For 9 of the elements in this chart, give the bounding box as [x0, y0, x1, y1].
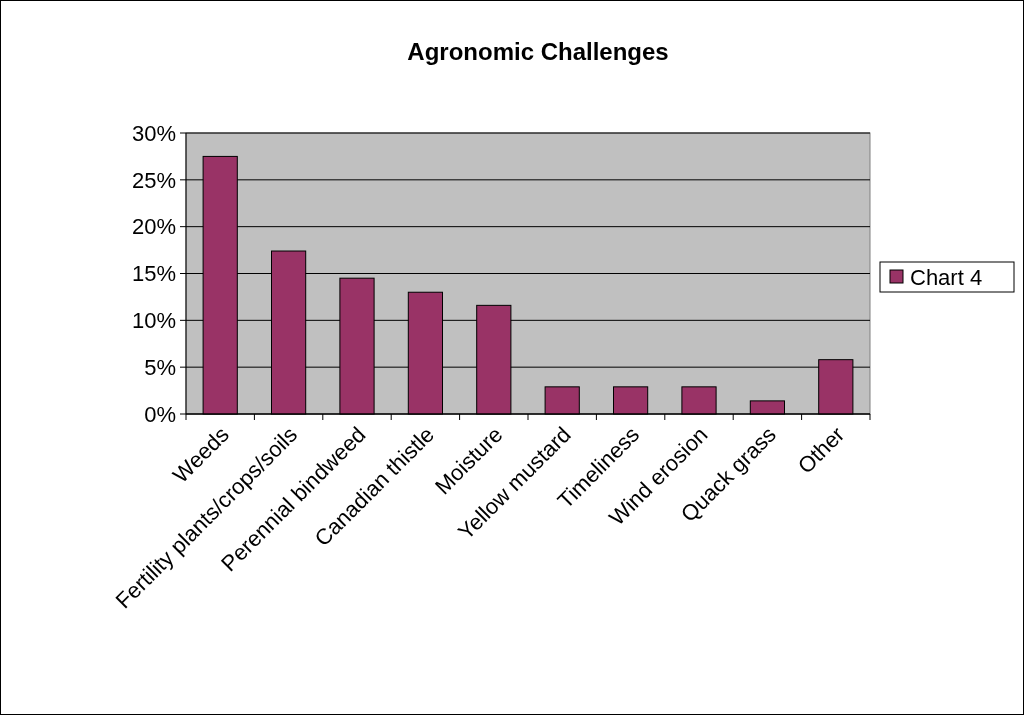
y-tick-label: 30%	[131, 120, 176, 146]
y-tick-label: 20%	[131, 214, 176, 240]
legend-label: Chart 4	[910, 264, 983, 290]
chart-title: Agronomic Challenges	[407, 38, 669, 65]
y-tick-label: 10%	[131, 308, 176, 334]
y-tick-label: 15%	[131, 261, 176, 287]
y-tick-label: 5%	[144, 354, 176, 380]
y-tick-label: 0%	[144, 401, 176, 427]
y-tick-label: 25%	[131, 167, 176, 193]
